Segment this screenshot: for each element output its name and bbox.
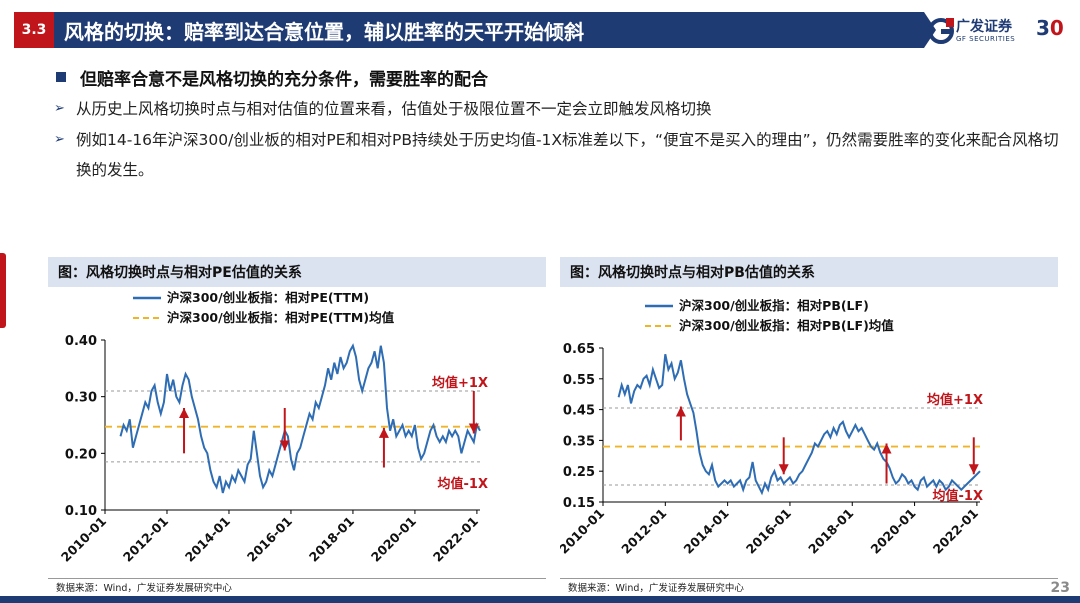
bullet-section: 但赔率合意不是风格切换的充分条件，需要胜率的配合 ➢ 从历史上风格切换时点与相对… [52, 64, 1062, 185]
legend-label: 沪深300/创业板指：相对PE(TTM) [167, 290, 369, 305]
x-tick-label: 2022-01 [430, 514, 481, 565]
y-tick-label: 0.15 [563, 496, 595, 511]
page-number: 23 [1050, 580, 1070, 596]
pb-chart-source: 数据来源：Wind，广发证券发展研究中心 [568, 583, 744, 594]
source-divider [560, 578, 1058, 579]
switch-arrow-head [378, 427, 389, 438]
switch-arrow-head [468, 423, 479, 434]
logo-subtext: GF SECURITIES [956, 35, 1016, 43]
switch-arrow-head [179, 408, 190, 418]
legend-label: 沪深300/创业板指：相对PB(LF) [679, 298, 869, 313]
x-tick-label: 2020-01 [368, 514, 419, 565]
x-tick-label: 2010-01 [58, 514, 109, 565]
x-tick-label: 2012-01 [120, 514, 171, 565]
source-divider [48, 578, 546, 579]
minus-1x-label: 均值-1X [438, 476, 488, 492]
pe-chart-title: 图：风格切换时点与相对PE估值的关系 [48, 257, 546, 287]
x-tick-label: 2012-01 [618, 506, 669, 557]
anniversary-30-icon: 30 [1036, 16, 1064, 40]
gf-securities-logo: 广发证券 GF SECURITIES 30 [928, 16, 1078, 50]
x-tick-label: 2016-01 [244, 514, 295, 565]
y-tick-label: 0.20 [65, 447, 97, 462]
switch-arrow-head [675, 406, 686, 417]
y-tick-label: 0.40 [65, 334, 97, 349]
main-bullet: 但赔率合意不是风格切换的充分条件，需要胜率的配合 [52, 64, 1062, 90]
legend-label: 沪深300/创业板指：相对PE(TTM)均值 [167, 310, 395, 325]
legend-label: 沪深300/创业板指：相对PB(LF)均值 [679, 318, 894, 333]
x-tick-label: 2020-01 [868, 506, 919, 557]
sub-bullet: ➢ 从历史上风格切换时点与相对估值的位置来看，估值处于极限位置不一定会立即触发风… [52, 94, 1062, 124]
series-line [119, 343, 481, 494]
pb-chart: 沪深300/创业板指：相对PB(LF) 沪深300/创业板指：相对PB(LF)均值… [560, 298, 983, 557]
gf-logo-icon [928, 18, 954, 44]
pe-chart-source: 数据来源：Wind，广发证券发展研究中心 [56, 583, 232, 594]
x-tick-label: 2014-01 [182, 514, 233, 565]
x-tick-label: 2014-01 [681, 506, 732, 557]
main-bullet-text: 但赔率合意不是风格切换的充分条件，需要胜率的配合 [80, 69, 488, 90]
x-tick-label: 2016-01 [743, 506, 794, 557]
y-tick-label: 0.45 [563, 404, 595, 419]
switch-arrow-head [778, 464, 789, 475]
series-line [617, 354, 981, 496]
square-bullet-icon [56, 72, 66, 82]
header: 3.3 风格的切换：赔率到达合意位置，辅以胜率的天平开始倾斜 广发证券 GF S… [0, 12, 1080, 48]
plus-1x-label: 均值+1X [927, 392, 983, 408]
y-tick-label: 0.65 [563, 342, 595, 357]
y-tick-label: 0.35 [563, 434, 595, 449]
y-tick-label: 0.55 [563, 373, 595, 388]
y-tick-label: 0.30 [65, 391, 97, 406]
x-tick-label: 2022-01 [930, 506, 981, 557]
sub-bullet-text: 例如14-16年沪深300/创业板的相对PE和相对PB持续处于历史均值-1X标准… [76, 131, 1059, 179]
arrow-bullet-icon: ➢ [54, 132, 65, 147]
section-number: 3.3 [14, 12, 54, 48]
switch-arrow-head [968, 464, 979, 475]
sub-bullet: ➢ 例如14-16年沪深300/创业板的相对PE和相对PB持续处于历史均值-1X… [52, 125, 1062, 185]
minus-1x-label: 均值-1X [933, 488, 983, 504]
y-tick-label: 0.10 [65, 504, 97, 519]
plus-1x-label: 均值+1X [432, 375, 488, 391]
sub-bullet-text: 从历史上风格切换时点与相对估值的位置来看，估值处于极限位置不一定会立即触发风格切… [76, 100, 712, 118]
x-tick-label: 2018-01 [306, 514, 357, 565]
x-tick-label: 2018-01 [805, 506, 856, 557]
pe-chart: 沪深300/创业板指：相对PE(TTM) 沪深300/创业板指：相对PE(TTM)… [58, 290, 488, 565]
y-tick-label: 0.25 [563, 465, 595, 480]
switch-arrow-head [279, 440, 290, 451]
switch-arrow-head [881, 443, 892, 454]
slide-title: 风格的切换：赔率到达合意位置，辅以胜率的天平开始倾斜 [54, 12, 924, 48]
footer-bar [0, 596, 1080, 603]
left-edge-marker [0, 253, 6, 328]
pb-chart-title: 图：风格切换时点与相对PB估值的关系 [560, 257, 1058, 287]
x-tick-label: 2010-01 [560, 506, 607, 557]
logo-text: 广发证券 [956, 19, 1012, 35]
arrow-bullet-icon: ➢ [54, 101, 65, 116]
